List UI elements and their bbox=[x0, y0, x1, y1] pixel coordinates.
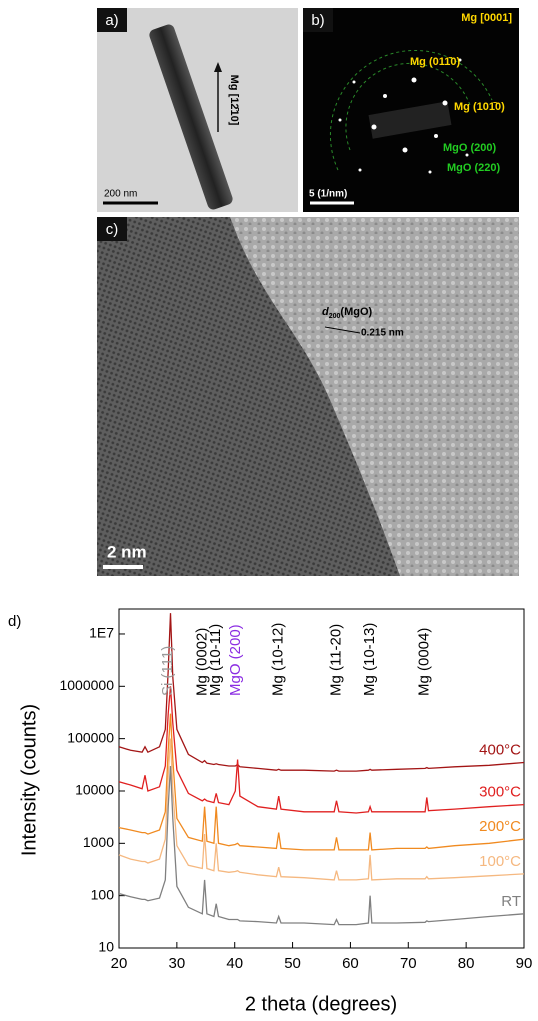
d-spacing-label: d200(MgO) bbox=[322, 306, 373, 320]
y-tick-label: 10 bbox=[98, 939, 114, 955]
y-tick-label: 100 bbox=[91, 886, 115, 902]
legend-label: 100°C bbox=[479, 853, 521, 870]
legend-label: 300°C bbox=[479, 784, 521, 801]
peak-label: Mg (10-11) bbox=[207, 624, 224, 696]
series-line bbox=[118, 738, 525, 881]
y-tick-label: 1E7 bbox=[89, 625, 114, 641]
x-tick-label: 40 bbox=[226, 955, 243, 972]
direction-label: Mg [12̄10] bbox=[228, 75, 240, 126]
beam-stop bbox=[368, 101, 452, 139]
peak-label: Mg (11-20) bbox=[328, 624, 345, 696]
plot-frame bbox=[118, 608, 525, 949]
scale-label: 2 nm bbox=[107, 542, 147, 561]
x-tick-label: 70 bbox=[400, 955, 417, 972]
series-line bbox=[118, 713, 525, 851]
y-axis-label: Intensity (counts) bbox=[18, 704, 40, 856]
ring bbox=[329, 49, 493, 171]
x-tick-label: 30 bbox=[169, 955, 186, 972]
series-line bbox=[118, 765, 525, 926]
y-tick-label: 1000000 bbox=[59, 677, 114, 693]
panel-label: d) bbox=[8, 613, 21, 630]
x-tick-label: 90 bbox=[516, 955, 533, 972]
series-line bbox=[118, 686, 525, 814]
spot-label: Mg (101̄0) bbox=[454, 101, 505, 113]
peak-label: Mg (0002) bbox=[193, 628, 210, 696]
scale-label: 5 (1/nm) bbox=[309, 189, 347, 200]
diffraction-spots bbox=[338, 58, 469, 174]
y-tick-label: 100000 bbox=[67, 729, 114, 745]
x-axis-label: 2 theta (degrees) bbox=[245, 993, 397, 1015]
spacing-marker bbox=[324, 326, 361, 334]
spot-label: MgO (200) bbox=[443, 142, 497, 154]
legend-label: 400°C bbox=[479, 741, 521, 758]
scale-label: 200 nm bbox=[104, 189, 137, 200]
label-box bbox=[97, 217, 127, 241]
spot-label: Mg (011̄0) bbox=[410, 56, 460, 68]
d-subscript: 200 bbox=[329, 313, 341, 320]
y-tick-label: 1000 bbox=[83, 834, 114, 850]
crystal-region bbox=[97, 217, 400, 576]
label-box bbox=[303, 8, 333, 32]
nanorod bbox=[149, 24, 233, 210]
peak-label: Mg (10-13) bbox=[361, 623, 378, 696]
panel-label: a) bbox=[105, 12, 118, 29]
peak-label: MgO (200) bbox=[227, 624, 244, 696]
zone-axis: Mg [0001] bbox=[461, 12, 512, 24]
panel-label: b) bbox=[311, 12, 324, 29]
peak-label: Si (111) bbox=[159, 646, 176, 696]
spot-label: MgO (220) bbox=[447, 162, 501, 174]
label-box bbox=[97, 8, 127, 32]
d-symbol: d bbox=[322, 306, 329, 318]
spacing-label: 0.215 nm bbox=[361, 328, 404, 339]
d-phase: (MgO) bbox=[340, 306, 372, 318]
x-tick-label: 20 bbox=[111, 955, 128, 972]
arrow-head bbox=[214, 62, 222, 72]
panel-label: c) bbox=[106, 221, 119, 238]
peak-label: Mg (10-12) bbox=[270, 623, 287, 696]
x-tick-label: 50 bbox=[284, 955, 301, 972]
x-tick-label: 60 bbox=[342, 955, 359, 972]
x-tick-label: 80 bbox=[458, 955, 475, 972]
legend-label: 200°C bbox=[479, 818, 521, 835]
series-line bbox=[118, 613, 525, 772]
peak-label: Mg (0004) bbox=[415, 628, 432, 696]
legend-label: RT bbox=[501, 893, 521, 910]
y-tick-label: 10000 bbox=[75, 782, 114, 798]
